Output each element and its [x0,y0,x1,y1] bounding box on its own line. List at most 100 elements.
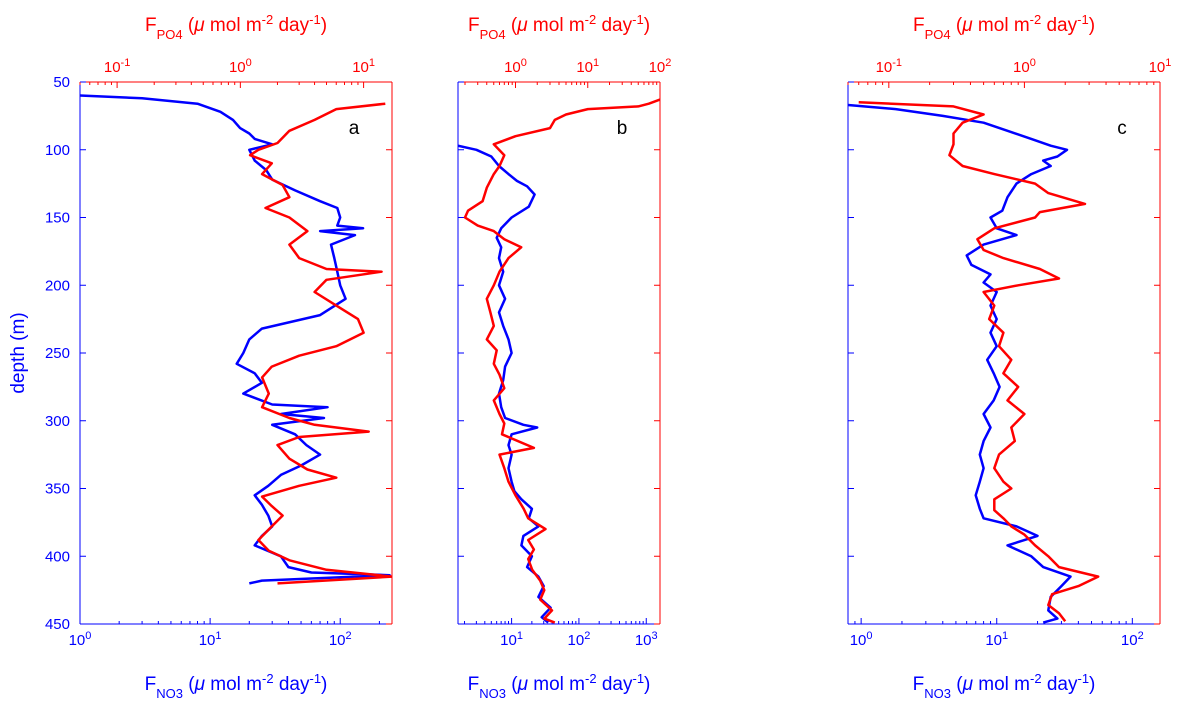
bottom-tick-label-base: 10 [568,632,585,649]
depth-tick-label: 50 [53,74,70,91]
top-axis-title: FPO4 (μ mol m-2 day-1) [145,12,327,42]
top-tick-label-exponent: -1 [892,57,902,69]
panel-label: c [1117,118,1127,139]
top-tick-label: 101 [1149,57,1172,76]
bottom-tick-label-exponent: 0 [85,630,91,642]
bottom-axis-title-superscript: -1 [309,671,321,686]
top-axis-title-name: F [145,15,157,36]
bottom-tick-label-exponent: 1 [517,630,523,642]
bottom-axis-title-name: F [468,674,480,695]
top-axis-title-name: F [468,15,480,36]
top-axis-title-unit: day [273,15,309,36]
series-line-po4 [248,102,392,585]
top-axis-title-unit: mol m [205,15,262,36]
panel-c: c [847,81,1161,625]
bottom-tick-label-base: 10 [1121,632,1138,649]
series-line-po4 [858,101,1100,623]
bottom-axis-title-unit: μ [962,674,974,695]
top-tick-label: 102 [649,57,672,76]
top-tick-label-exponent: -1 [121,57,131,69]
bottom-tick-label-exponent: 0 [866,630,872,642]
bottom-tick-label-exponent: 3 [652,630,658,642]
bottom-tick-label-exponent: 2 [346,630,352,642]
depth-tick-label: 250 [45,345,70,362]
top-axis-title-subscript: PO4 [157,27,183,42]
bottom-axis-title-superscript: -2 [1030,671,1042,686]
top-tick-label-base: 10 [876,59,893,76]
bottom-tick-label: 100 [69,630,92,649]
depth-tick-label: 400 [45,548,70,565]
series-line-no3 [848,103,1072,624]
depth-tick-label: 300 [45,413,70,430]
top-tick-label: 100 [504,57,527,76]
top-axis-title-unit: mol m [528,15,585,36]
top-axis-title-superscript: -2 [262,12,274,27]
top-tick-label: 10-1 [104,57,130,76]
bottom-axis-title: FNO3 (μ mol m-2 day-1) [913,671,1096,701]
bottom-axis-title-superscript: -1 [1077,671,1089,686]
series-line-no3 [80,94,391,585]
top-axis-title-unit: ( [506,15,518,36]
top-axis-title-unit: μ [961,15,973,36]
bottom-axis-title-superscript: -2 [585,671,597,686]
bottom-axis-title-unit: ( [506,674,518,695]
top-tick-label-base: 10 [504,59,521,76]
bottom-axis-title-unit: day [597,674,633,695]
bottom-axis-title-unit: ( [951,674,963,695]
top-tick-label-exponent: 0 [246,57,252,69]
bottom-axis-title-superscript: -1 [632,671,644,686]
top-tick-label-exponent: 1 [369,57,375,69]
bottom-tick-label-base: 10 [500,632,517,649]
bottom-axis-title: FNO3 (μ mol m-2 day-1) [145,671,328,701]
bottom-axis-title-unit: ) [644,674,650,695]
bottom-tick-label-base: 10 [199,632,216,649]
bottom-axis-title-name: F [913,674,925,695]
panel-b: b [457,81,661,625]
depth-tick-label: 100 [45,142,70,159]
bottom-axis-title-unit: ) [1089,674,1095,695]
bottom-axis-title: FNO3 (μ mol m-2 day-1) [468,671,651,701]
top-axis-title-unit: ( [951,15,963,36]
top-tick-label-base: 10 [576,59,593,76]
bottom-tick-label: 101 [199,630,222,649]
top-tick-label: 10-1 [876,57,902,76]
top-axis-title-superscript: -1 [309,12,321,27]
bottom-axis-title-subscript: NO3 [479,686,506,701]
top-axis-title-unit: ) [321,15,327,36]
bottom-axis-title-unit: μ [517,674,529,695]
top-axis-title-unit: mol m [973,15,1030,36]
panel-label: b [617,118,628,139]
top-axis-title-unit: ) [644,15,650,36]
bottom-tick-label-exponent: 2 [1138,630,1144,642]
top-tick-label-base: 10 [1149,59,1166,76]
top-axis-title-unit: ( [183,15,195,36]
series-line-po4 [463,98,660,624]
depth-tick-label: 200 [45,277,70,294]
bottom-tick-label-base: 10 [985,632,1002,649]
series-line-no3 [458,144,552,624]
depth-tick-label: 350 [45,481,70,498]
top-tick-label: 100 [229,57,252,76]
top-tick-label-base: 10 [649,59,666,76]
bottom-tick-label-exponent: 2 [584,630,590,642]
bottom-axis-title-unit: ) [321,674,327,695]
top-axis-title: FPO4 (μ mol m-2 day-1) [468,12,650,42]
top-axis-title-unit: day [596,15,632,36]
top-tick-label-exponent: 0 [1030,57,1036,69]
top-axis-title-superscript: -1 [1077,12,1089,27]
panel-label: a [349,118,360,139]
bottom-tick-label: 101 [500,630,523,649]
bottom-axis-title-unit: mol m [973,674,1030,695]
bottom-axis-title-unit: mol m [205,674,262,695]
bottom-tick-label-base: 10 [850,632,867,649]
top-axis-title-unit: day [1041,15,1077,36]
top-axis-title-superscript: -2 [585,12,597,27]
top-axis-title: FPO4 (μ mol m-2 day-1) [913,12,1095,42]
bottom-tick-label: 102 [1121,630,1144,649]
bottom-tick-label: 103 [635,630,658,649]
bottom-axis-title-unit: day [1042,674,1078,695]
top-tick-label-exponent: 1 [593,57,599,69]
top-axis-title-unit: μ [516,15,528,36]
top-axis-title-unit: ) [1089,15,1095,36]
